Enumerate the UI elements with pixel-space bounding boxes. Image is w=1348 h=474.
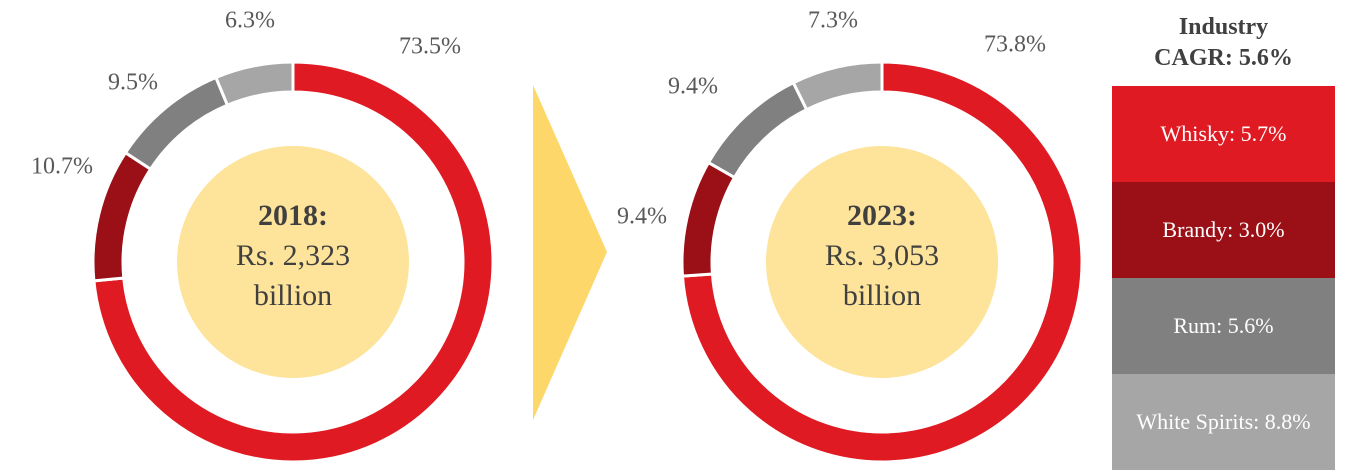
center-text: Rs. 3,053	[825, 239, 939, 272]
value-label: 6.3%	[225, 8, 275, 34]
charts: 73.5% 10.7% 9.5% 6.3% 2018: Rs. 2,323 billion 7…	[31, 8, 1084, 464]
center-circle	[766, 146, 998, 378]
donut-slice	[680, 60, 1084, 464]
legend-item: Brandy: 3.0%	[1112, 182, 1335, 278]
legend-title: Industry CAGR: 5.6%	[1154, 13, 1293, 71]
legend-item: White Spirits: 8.8%	[1112, 374, 1335, 470]
donut-slice	[706, 80, 809, 180]
legend: Industry CAGR: 5.6% Whisky: 5.7% Brandy: …	[1112, 0, 1335, 470]
value-label: 9.5%	[108, 70, 158, 96]
value-label: 73.8%	[984, 32, 1046, 58]
legend-item: Rum: 5.6%	[1112, 278, 1335, 374]
center-text: billion	[843, 279, 921, 312]
center-circle	[177, 146, 409, 378]
center-title: 2018:	[258, 199, 328, 232]
value-label: 73.5%	[399, 34, 461, 60]
value-label: 7.3%	[808, 8, 858, 34]
donut-slice	[92, 60, 495, 464]
center-text: billion	[254, 279, 332, 312]
center-text: Rs. 2,323	[236, 239, 350, 272]
value-label: 10.7%	[31, 154, 93, 180]
legend-item: Whisky: 5.7%	[1112, 86, 1335, 182]
center-title: 2023:	[847, 199, 917, 232]
value-label: 9.4%	[668, 74, 718, 100]
donut-slice	[680, 160, 737, 278]
donut-slice	[213, 60, 295, 108]
donut-slice	[91, 150, 153, 283]
arrow	[533, 85, 607, 420]
value-label: 9.4%	[617, 204, 667, 230]
donut-slice	[791, 60, 884, 112]
